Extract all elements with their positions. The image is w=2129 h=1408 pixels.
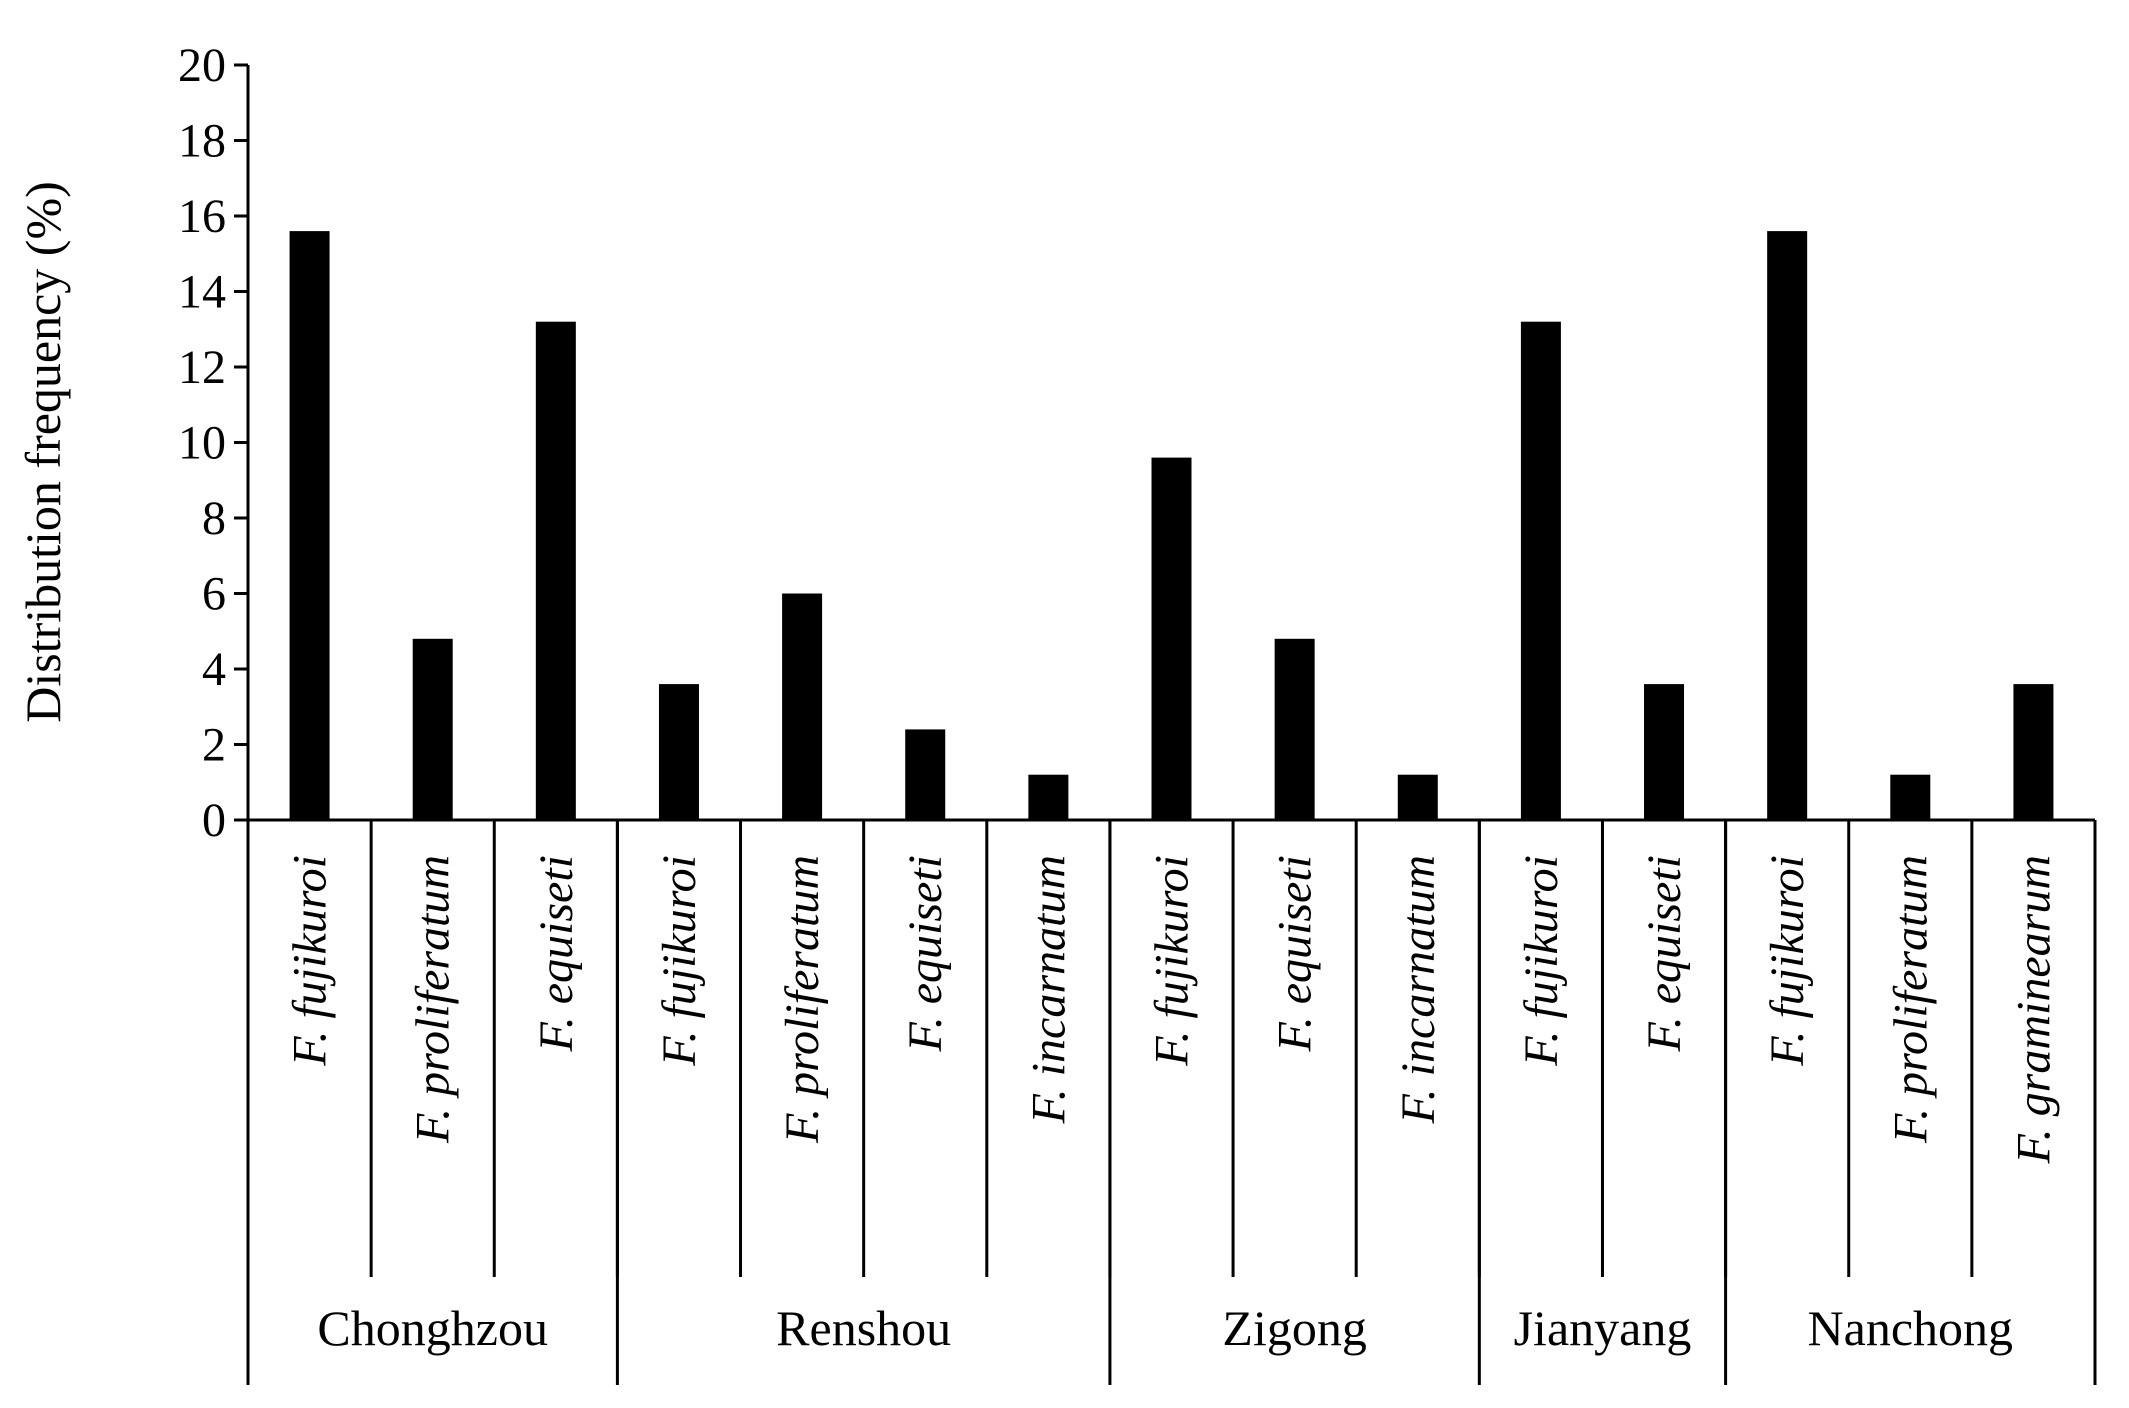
bar xyxy=(1644,684,1685,820)
y-tick-label: 4 xyxy=(202,643,226,696)
bar xyxy=(289,231,330,821)
species-label: F. equiseti xyxy=(899,855,952,1052)
species-label: F. equiseti xyxy=(530,855,583,1052)
bar xyxy=(1767,231,1808,821)
site-label: Chonghzou xyxy=(317,1300,548,1356)
site-label: Jianyang xyxy=(1514,1300,1692,1356)
y-tick-label: 14 xyxy=(178,266,226,319)
species-label: F. fujikuroi xyxy=(1146,855,1199,1067)
bar xyxy=(658,684,699,820)
y-tick-label: 10 xyxy=(178,417,226,470)
y-tick-label: 8 xyxy=(202,492,226,545)
y-tick-label: 20 xyxy=(178,39,226,92)
bar xyxy=(1151,457,1192,820)
y-tick-label: 2 xyxy=(202,719,226,772)
bar xyxy=(1520,321,1561,820)
y-tick-label: 16 xyxy=(178,190,226,243)
axes: 0 2 4 6 8 10 12 14 16 18 20 xyxy=(178,39,2097,1385)
bars xyxy=(289,231,2054,821)
site-label: Renshou xyxy=(776,1300,951,1356)
species-label: F. fujikuroi xyxy=(284,855,337,1067)
y-tick-label: 18 xyxy=(178,115,226,168)
bar xyxy=(1890,774,1931,820)
bar xyxy=(535,321,576,820)
species-label: F. equiseti xyxy=(1638,855,1691,1052)
bar xyxy=(1028,774,1069,820)
species-label: F. graminearum xyxy=(2007,855,2060,1164)
site-label: Zigong xyxy=(1222,1300,1366,1356)
bar xyxy=(412,638,453,820)
site-label: Nanchong xyxy=(1808,1300,2014,1356)
bar xyxy=(1274,638,1315,820)
species-label: F. fujikuroi xyxy=(653,855,706,1067)
bar xyxy=(2013,684,2054,820)
species-label: F. equiseti xyxy=(1269,855,1322,1052)
species-label: F. incarnatum xyxy=(1392,855,1445,1124)
species-label: F. proliferatum xyxy=(407,855,460,1144)
species-label: F. fujikuroi xyxy=(1515,855,1568,1067)
species-label: F. proliferatum xyxy=(1884,855,1937,1144)
species-label: F. fujikuroi xyxy=(1761,855,1814,1067)
y-tick-label: 12 xyxy=(178,341,226,394)
species-label: F. proliferatum xyxy=(776,855,829,1144)
bar xyxy=(905,729,946,820)
species-label: F. incarnatum xyxy=(1022,855,1075,1124)
y-axis-title: Distribution frequency (%) xyxy=(15,181,71,723)
y-tick-label: 6 xyxy=(202,568,226,621)
bar xyxy=(782,593,823,820)
bar xyxy=(1397,774,1438,820)
category-labels: F. fujikuroi F. proliferatum F. equiseti F.… xyxy=(284,855,2061,1356)
y-tick-label: 0 xyxy=(202,794,226,847)
